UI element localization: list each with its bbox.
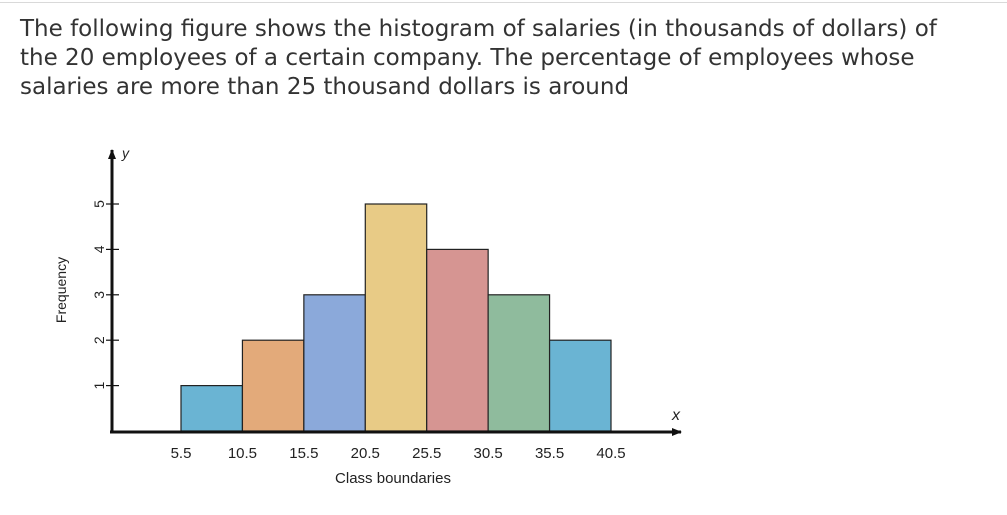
x-tick-label: 35.5 bbox=[535, 445, 564, 462]
y-ticks-group: 1 2 3 4 5 bbox=[91, 200, 119, 389]
histogram-bar bbox=[180, 385, 244, 432]
top-divider bbox=[0, 2, 1007, 3]
y-axis-label: Frequency bbox=[53, 257, 69, 323]
histogram-bar bbox=[426, 248, 489, 432]
histogram-bar bbox=[548, 339, 612, 432]
y-tick-label: 2 bbox=[91, 336, 107, 344]
histogram-bar bbox=[487, 294, 551, 432]
x-ticks-group: 5.5 10.5 15.5 20.5 25.5 30.5 35.5 40.5 bbox=[171, 445, 626, 462]
x-tick-label: 10.5 bbox=[228, 445, 257, 462]
histogram-bar bbox=[241, 339, 305, 432]
x-axis-label: Class boundaries bbox=[335, 470, 451, 487]
x-axis-letter: x bbox=[671, 407, 681, 424]
y-tick-label: 4 bbox=[91, 245, 107, 253]
bars-group bbox=[180, 203, 612, 432]
x-tick-label: 40.5 bbox=[596, 445, 625, 462]
x-tick-label: 15.5 bbox=[289, 445, 318, 462]
x-tick-label: 25.5 bbox=[412, 445, 441, 462]
x-tick-label: 30.5 bbox=[474, 445, 503, 462]
x-tick-label: 20.5 bbox=[351, 445, 380, 462]
y-axis-letter: y bbox=[121, 145, 130, 161]
y-tick-label: 5 bbox=[91, 200, 107, 208]
histogram-bar bbox=[303, 294, 366, 432]
histogram-bar bbox=[364, 203, 428, 432]
question-text: The following figure shows the histogram… bbox=[20, 16, 937, 100]
y-tick-label: 3 bbox=[91, 291, 107, 299]
y-tick-label: 1 bbox=[91, 381, 107, 389]
x-tick-label: 5.5 bbox=[171, 445, 192, 462]
